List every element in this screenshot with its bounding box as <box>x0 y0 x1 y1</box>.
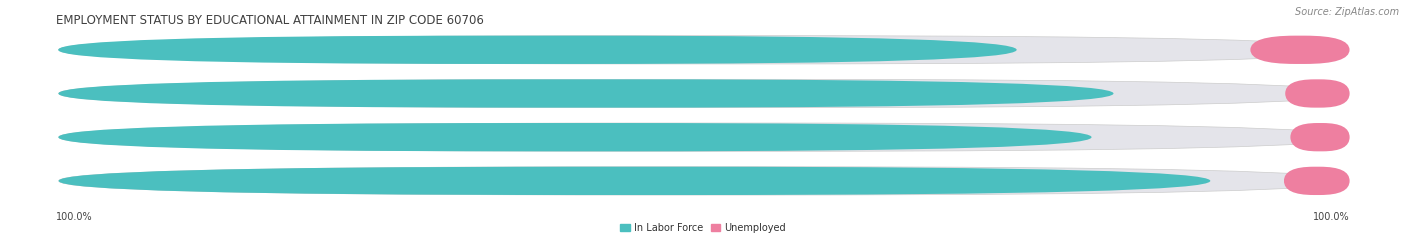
FancyBboxPatch shape <box>59 167 1347 195</box>
FancyBboxPatch shape <box>59 167 1211 195</box>
Text: 5.0%: 5.0% <box>1303 89 1331 99</box>
Text: 74.4%: 74.4% <box>326 45 363 55</box>
FancyBboxPatch shape <box>59 36 1347 64</box>
Text: EMPLOYMENT STATUS BY EDUCATIONAL ATTAINMENT IN ZIP CODE 60706: EMPLOYMENT STATUS BY EDUCATIONAL ATTAINM… <box>56 14 484 27</box>
FancyBboxPatch shape <box>1291 123 1350 151</box>
Text: Less than High School: Less than High School <box>1043 45 1159 55</box>
Text: 7.7%: 7.7% <box>1285 45 1315 55</box>
FancyBboxPatch shape <box>58 123 1091 151</box>
FancyBboxPatch shape <box>58 36 1017 64</box>
FancyBboxPatch shape <box>59 123 1347 151</box>
Text: 80.2%: 80.2% <box>349 132 385 142</box>
Text: High School Diploma: High School Diploma <box>1125 89 1234 99</box>
Text: 81.9%: 81.9% <box>356 89 392 99</box>
FancyBboxPatch shape <box>1250 36 1350 64</box>
Legend: In Labor Force, Unemployed: In Labor Force, Unemployed <box>620 223 786 233</box>
Text: College / Associate Degree: College / Associate Degree <box>1095 132 1236 142</box>
Text: Source: ZipAtlas.com: Source: ZipAtlas.com <box>1295 7 1399 17</box>
FancyBboxPatch shape <box>1284 167 1350 195</box>
Text: 5.1%: 5.1% <box>1302 176 1331 186</box>
Text: 89.4%: 89.4% <box>385 176 422 186</box>
Text: 100.0%: 100.0% <box>1313 212 1350 222</box>
FancyBboxPatch shape <box>59 79 1347 108</box>
Text: Bachelor's Degree or higher: Bachelor's Degree or higher <box>1174 176 1320 186</box>
FancyBboxPatch shape <box>59 79 1114 108</box>
Text: 4.6%: 4.6% <box>1305 132 1334 142</box>
FancyBboxPatch shape <box>1285 79 1350 108</box>
Text: 100.0%: 100.0% <box>56 212 93 222</box>
